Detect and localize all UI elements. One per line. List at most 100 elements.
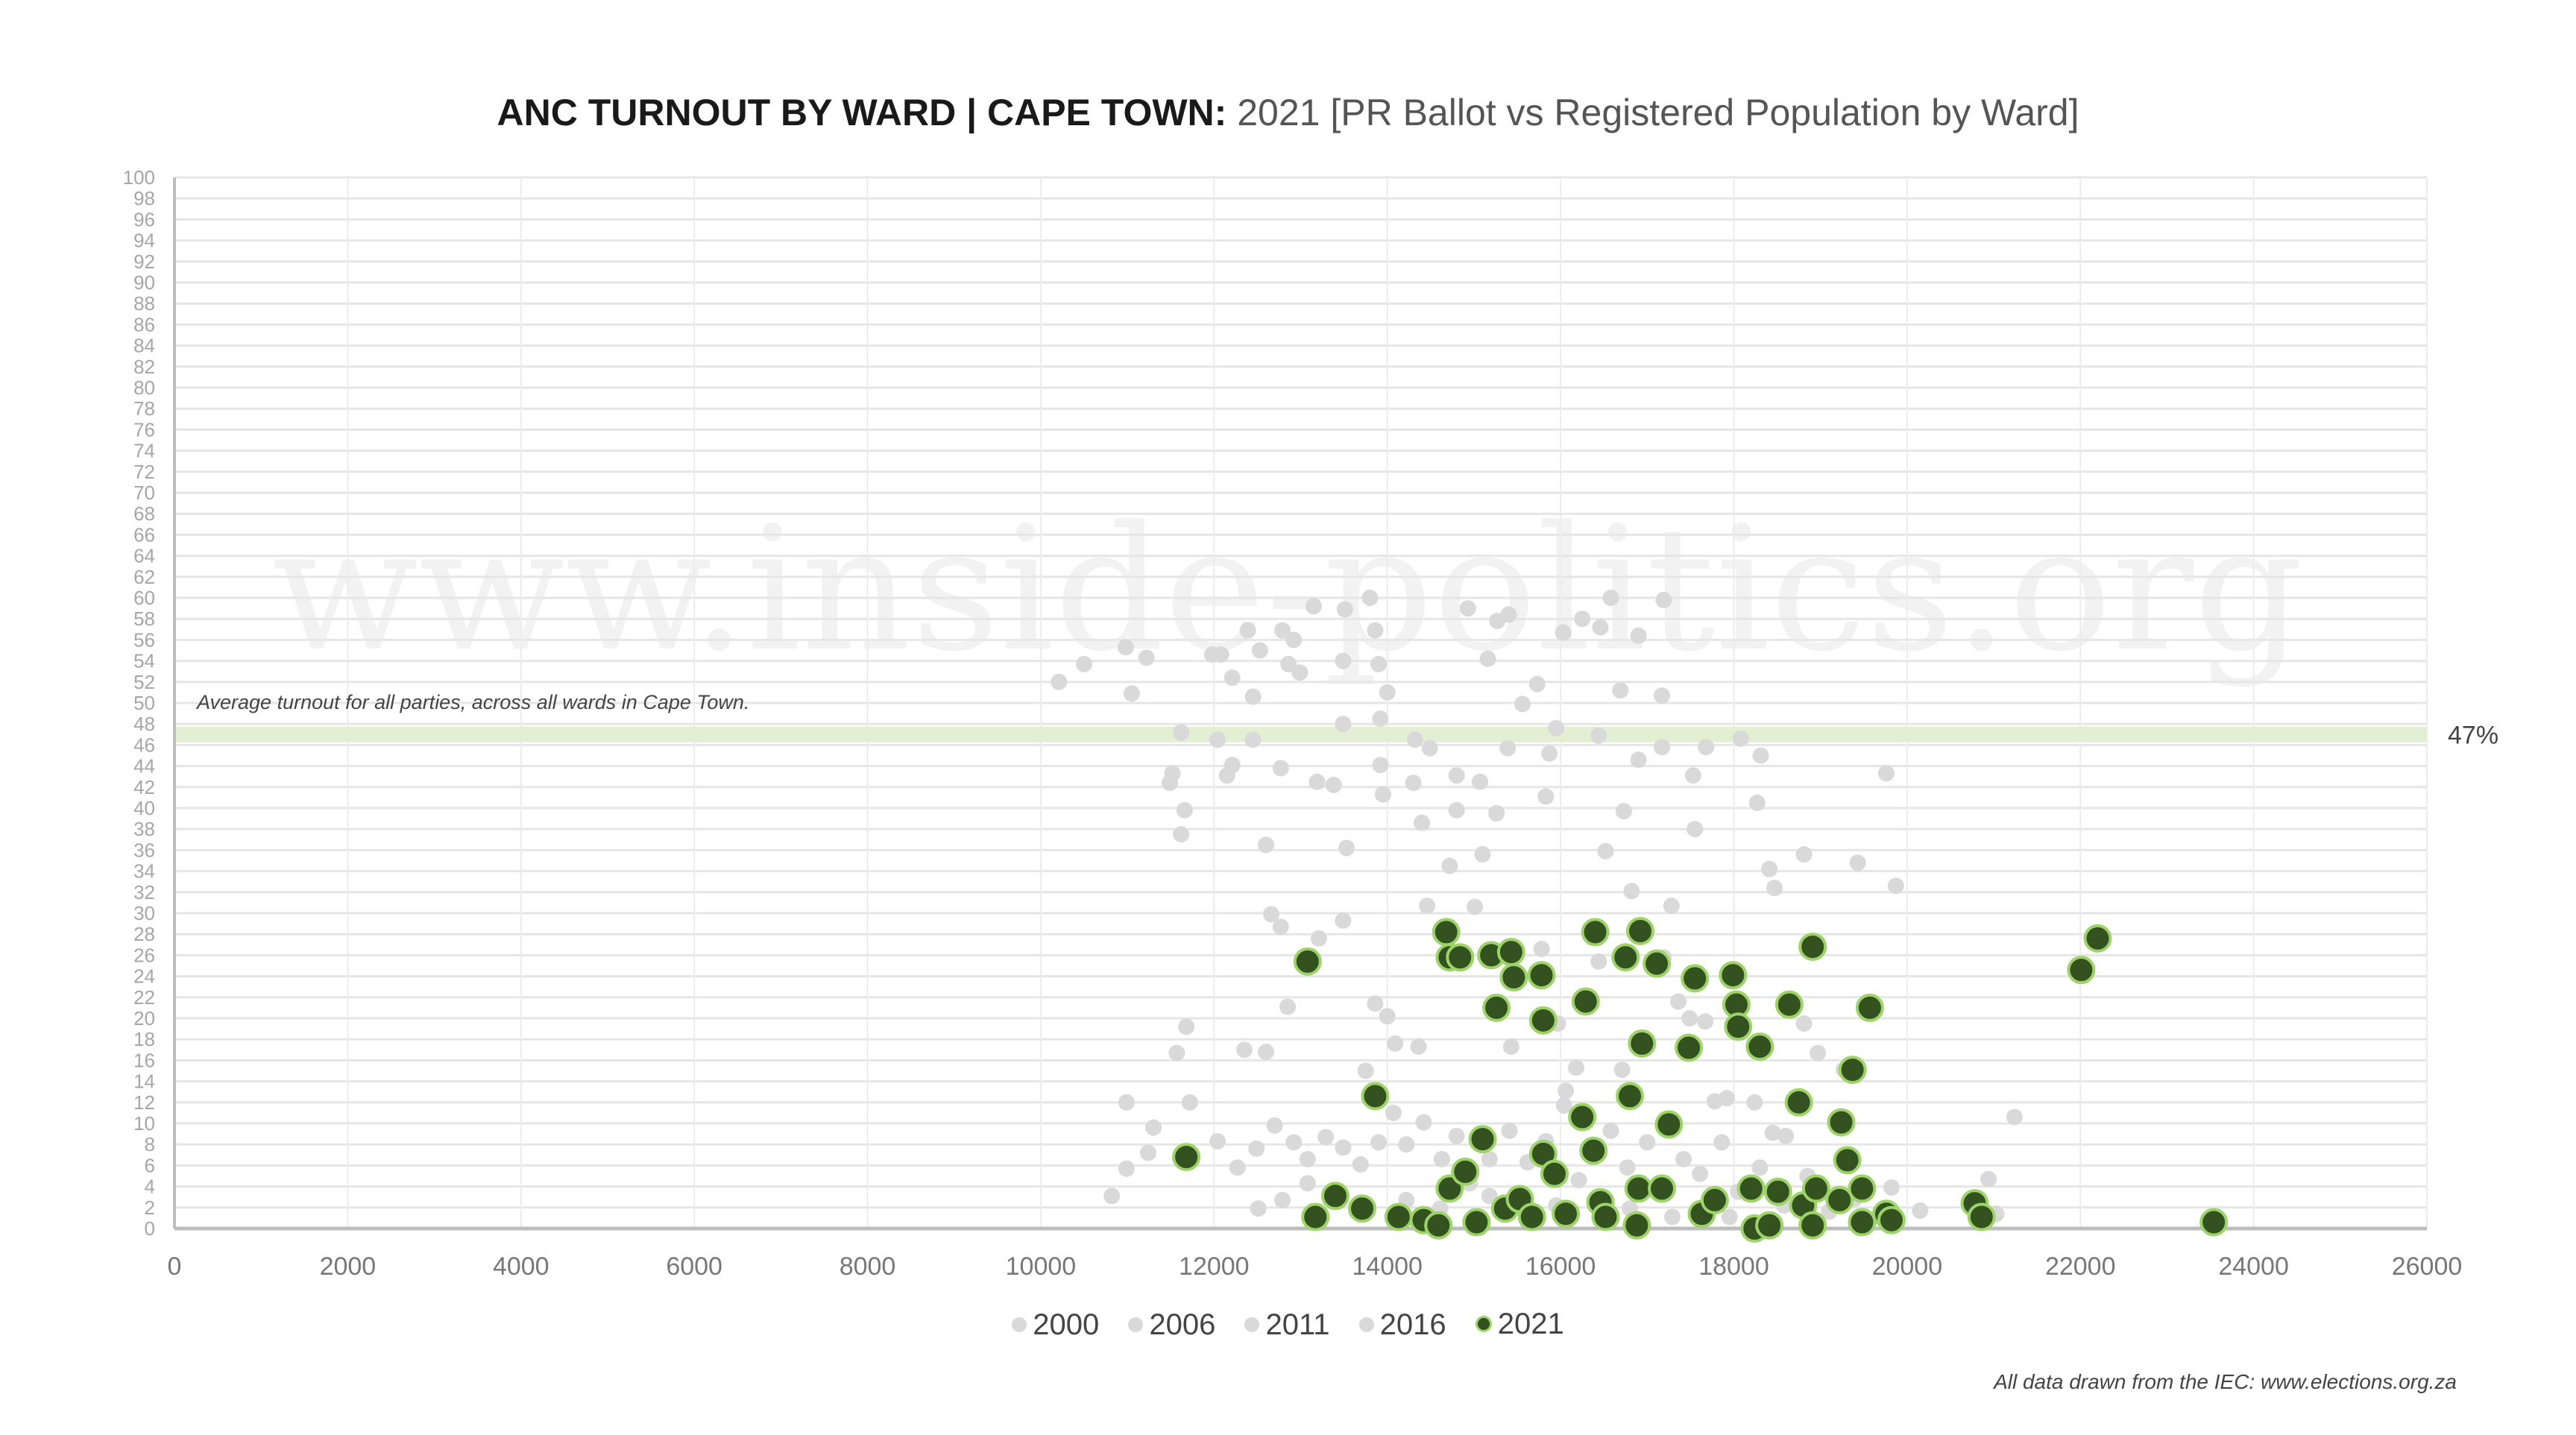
point-2006: [1528, 675, 1546, 693]
title-bold: ANC TURNOUT BY WARD | CAPE TOWN:: [497, 92, 1227, 133]
point-2006: [1479, 650, 1496, 667]
point-2021: [1462, 1208, 1491, 1237]
point-2021: [1967, 1202, 1996, 1231]
legend-marker-icon: [1128, 1317, 1144, 1332]
legend-item-2011[interactable]: 2011: [1244, 1308, 1330, 1342]
point-2016: [1619, 1159, 1636, 1176]
legend-marker-icon: [1244, 1317, 1260, 1332]
point-2021: [1293, 947, 1322, 976]
point-2021: [1719, 961, 1748, 990]
point-2006: [1500, 606, 1517, 623]
point-2006: [1698, 739, 1715, 756]
average-label: 47%: [2448, 721, 2498, 749]
point-2006: [1499, 739, 1517, 757]
y-tick-label: 84: [133, 335, 155, 357]
point-2011: [1623, 883, 1640, 900]
legend-item-2016[interactable]: 2016: [1358, 1308, 1446, 1342]
y-tick-label: 12: [133, 1091, 155, 1114]
legend-item-2006[interactable]: 2006: [1128, 1308, 1215, 1342]
point-2011: [1103, 1188, 1121, 1205]
point-2011: [1681, 1010, 1698, 1026]
point-2016: [1352, 1155, 1369, 1173]
y-tick-label: 6: [145, 1154, 155, 1176]
point-2011: [1118, 1094, 1135, 1111]
y-tick-label: 8: [145, 1133, 155, 1155]
point-2006: [1654, 739, 1671, 756]
point-2006: [1405, 775, 1422, 792]
point-2000: [1285, 631, 1303, 649]
point-2021: [1622, 1211, 1651, 1240]
point-2021: [1798, 933, 1827, 962]
point-2006: [1540, 745, 1558, 762]
point-2021: [1528, 1006, 1558, 1035]
point-2021: [1301, 1202, 1330, 1231]
legend-label: 2016: [1379, 1308, 1446, 1341]
point-2016: [1481, 1150, 1498, 1167]
point-2011: [1883, 1179, 1900, 1196]
point-2021: [1774, 990, 1804, 1019]
point-2011: [1719, 1090, 1736, 1107]
x-tick-label: 14000: [1352, 1252, 1423, 1281]
x-tick-label: 8000: [840, 1252, 896, 1281]
point-2016: [1248, 1140, 1265, 1157]
point-2000: [1244, 688, 1262, 705]
y-tick-label: 58: [133, 608, 155, 630]
legend-item-2000[interactable]: 2000: [1012, 1308, 1099, 1342]
point-2021: [1496, 938, 1525, 967]
point-2016: [1398, 1136, 1415, 1153]
point-2006: [1406, 731, 1423, 748]
point-2006: [1766, 880, 1783, 897]
x-tick-label: 10000: [1006, 1252, 1077, 1281]
point-2011: [1590, 953, 1607, 970]
point-2016: [1713, 1134, 1731, 1151]
point-2006: [1421, 739, 1438, 757]
point-2016: [1481, 1188, 1498, 1205]
legend: 2000 2006 2011 2016 2021: [0, 1306, 2576, 1342]
y-tick-label: 40: [133, 797, 155, 819]
y-tick-label: 98: [133, 187, 155, 209]
point-2021: [1763, 1177, 1792, 1206]
reference-band: Average turnout for all parties, across …: [174, 691, 2498, 749]
grid: [174, 176, 2428, 1230]
point-2011: [1178, 1018, 1195, 1035]
point-2016: [1663, 1208, 1681, 1226]
y-tick-label: 30: [133, 902, 155, 924]
legend-label: 2011: [1265, 1308, 1330, 1341]
point-2016: [1370, 1134, 1388, 1151]
point-2000: [1336, 601, 1353, 618]
y-tick-label: 0: [145, 1217, 155, 1240]
point-2011: [1467, 898, 1484, 915]
point-2000: [1367, 622, 1384, 639]
y-tick-label: 62: [133, 566, 155, 588]
point-2021: [1172, 1143, 1201, 1172]
point-2000: [1173, 826, 1190, 843]
point-2021: [1724, 1012, 1753, 1041]
point-2000: [1138, 649, 1155, 666]
point-2021: [2067, 956, 2096, 985]
x-tick-label: 24000: [2218, 1252, 2289, 1281]
point-2011: [1168, 1044, 1185, 1062]
point-2011: [1118, 1160, 1135, 1177]
point-2016: [1209, 1132, 1226, 1149]
point-2011: [1258, 1044, 1275, 1061]
point-2021: [1432, 918, 1461, 947]
x-tick-label: 16000: [1525, 1252, 1596, 1281]
point-2021: [1755, 1211, 1784, 1240]
point-2000: [1076, 655, 1093, 672]
point-2011: [1357, 1062, 1374, 1079]
point-2011: [1338, 839, 1355, 857]
point-2021: [1616, 1082, 1645, 1111]
point-2000: [1123, 685, 1140, 702]
point-2000: [1272, 760, 1289, 777]
point-2011: [1980, 1170, 1997, 1188]
y-tick-label: 96: [133, 208, 155, 230]
point-2000: [1224, 669, 1241, 687]
point-2021: [1499, 963, 1528, 992]
point-2006: [1795, 846, 1813, 863]
legend-item-2021[interactable]: 2021: [1475, 1307, 1564, 1341]
point-2021: [1527, 961, 1556, 990]
point-2016: [1721, 1208, 1738, 1226]
legend-label: 2021: [1497, 1307, 1564, 1340]
point-2011: [1697, 1013, 1714, 1030]
point-2000: [1173, 724, 1190, 741]
